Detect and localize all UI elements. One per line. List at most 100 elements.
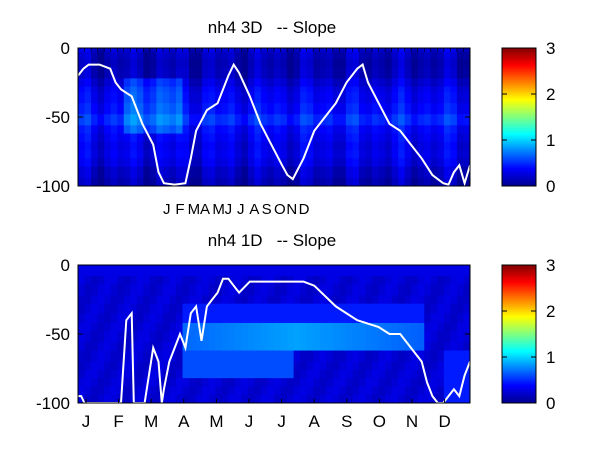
heatmap-cell bbox=[130, 150, 138, 159]
heatmap-cell bbox=[411, 141, 419, 151]
heatmap-cell bbox=[84, 177, 92, 186]
heatmap-cell bbox=[391, 158, 399, 168]
heatmap-cell bbox=[404, 141, 412, 151]
heatmap-cell bbox=[437, 313, 445, 324]
heatmap-cell bbox=[169, 158, 177, 168]
heatmap-cell bbox=[385, 86, 393, 93]
x-tick-label: J bbox=[82, 412, 91, 431]
heatmap-cell bbox=[234, 303, 242, 314]
heatmap-cell bbox=[84, 331, 92, 343]
heatmap-cell bbox=[78, 313, 86, 324]
heatmap-cell bbox=[123, 322, 131, 332]
heatmap-cell bbox=[365, 52, 373, 60]
heatmap-cell bbox=[332, 295, 340, 305]
heatmap-cell bbox=[345, 59, 353, 68]
heatmap-cell bbox=[326, 331, 334, 343]
heatmap-cell bbox=[78, 342, 86, 352]
heatmap-cell bbox=[358, 313, 367, 324]
heatmap-cell bbox=[345, 361, 353, 371]
heatmap-cell bbox=[182, 394, 190, 403]
heatmap-cell bbox=[417, 295, 425, 305]
heatmap-cell bbox=[293, 322, 301, 332]
heatmap-cell bbox=[372, 303, 380, 314]
heatmap-cell bbox=[463, 369, 470, 379]
heatmap-cell bbox=[326, 276, 334, 285]
heatmap-cell bbox=[417, 386, 425, 396]
heatmap-cell bbox=[404, 331, 412, 343]
heatmap-cell bbox=[450, 313, 458, 324]
heatmap-cell bbox=[195, 133, 203, 143]
heatmap-cell bbox=[241, 369, 249, 379]
heatmap-cell bbox=[189, 59, 197, 68]
heatmap-cell bbox=[313, 125, 321, 135]
heatmap-cell bbox=[234, 331, 242, 343]
colorbar-tick-label: 1 bbox=[546, 348, 555, 367]
heatmap-cell bbox=[450, 350, 458, 363]
heatmap-cell bbox=[404, 303, 412, 314]
heatmap-cell bbox=[326, 269, 334, 277]
heatmap-cell bbox=[156, 322, 164, 332]
heatmap-cell bbox=[78, 133, 86, 143]
heatmap-cell bbox=[176, 59, 184, 68]
heatmap-cell bbox=[404, 313, 412, 324]
heatmap-cell bbox=[411, 369, 419, 379]
heatmap-cell bbox=[149, 322, 157, 332]
heatmap-cell bbox=[293, 177, 301, 186]
heatmap-cell bbox=[182, 303, 190, 314]
heatmap-cell bbox=[313, 284, 321, 296]
heatmap-cell bbox=[182, 133, 190, 143]
heatmap-cell bbox=[443, 52, 451, 60]
heatmap-cell bbox=[169, 92, 177, 104]
heatmap-cell bbox=[319, 125, 327, 135]
heatmap-cell bbox=[241, 342, 249, 352]
heatmap-cell bbox=[326, 141, 334, 151]
heatmap-cell bbox=[437, 331, 445, 343]
heatmap-cell bbox=[352, 125, 360, 135]
heatmap-cell bbox=[417, 67, 425, 79]
heatmap-cell bbox=[247, 150, 255, 159]
heatmap-cell bbox=[274, 350, 282, 363]
heatmap-cell bbox=[313, 378, 321, 388]
heatmap-cell bbox=[260, 52, 269, 60]
heatmap-cell bbox=[156, 269, 164, 277]
heatmap-cell bbox=[162, 48, 171, 53]
heatmap-cell bbox=[84, 369, 92, 379]
heatmap-cell bbox=[123, 284, 131, 296]
heatmap-cell bbox=[156, 52, 164, 60]
heatmap-cell bbox=[274, 59, 282, 68]
heatmap-cell bbox=[97, 386, 105, 396]
heatmap-cell bbox=[274, 331, 282, 343]
heatmap-cell bbox=[280, 313, 288, 324]
heatmap-cell bbox=[280, 78, 288, 88]
heatmap-cell bbox=[123, 150, 131, 159]
heatmap-cell bbox=[424, 158, 432, 168]
heatmap-cell bbox=[443, 78, 451, 88]
heatmap-cell bbox=[306, 158, 314, 168]
heatmap-cell bbox=[404, 166, 412, 179]
heatmap-cell bbox=[326, 265, 334, 270]
heatmap-cell bbox=[149, 331, 157, 343]
heatmap-cell bbox=[78, 369, 86, 379]
heatmap-cell bbox=[221, 386, 229, 396]
heatmap-cell bbox=[202, 369, 210, 379]
heatmap-cell bbox=[234, 114, 242, 126]
heatmap-cell bbox=[313, 269, 321, 277]
heatmap-cell bbox=[319, 59, 327, 68]
heatmap-cell bbox=[202, 265, 210, 270]
heatmap-cell bbox=[130, 86, 138, 93]
heatmap-cell bbox=[287, 322, 295, 332]
heatmap-cell bbox=[189, 350, 197, 363]
heatmap-cell bbox=[300, 52, 308, 60]
heatmap-cell bbox=[450, 303, 458, 314]
heatmap-cell bbox=[280, 114, 288, 126]
heatmap-cell bbox=[195, 331, 203, 343]
heatmap-cell bbox=[84, 78, 92, 88]
heatmap-cell bbox=[424, 52, 432, 60]
heatmap-cell bbox=[365, 125, 373, 135]
heatmap-cell bbox=[241, 158, 249, 168]
heatmap-cell bbox=[176, 378, 184, 388]
heatmap-cell bbox=[319, 369, 327, 379]
heatmap-cell bbox=[287, 103, 295, 115]
heatmap-cell bbox=[267, 166, 275, 179]
heatmap-cell bbox=[104, 284, 112, 296]
